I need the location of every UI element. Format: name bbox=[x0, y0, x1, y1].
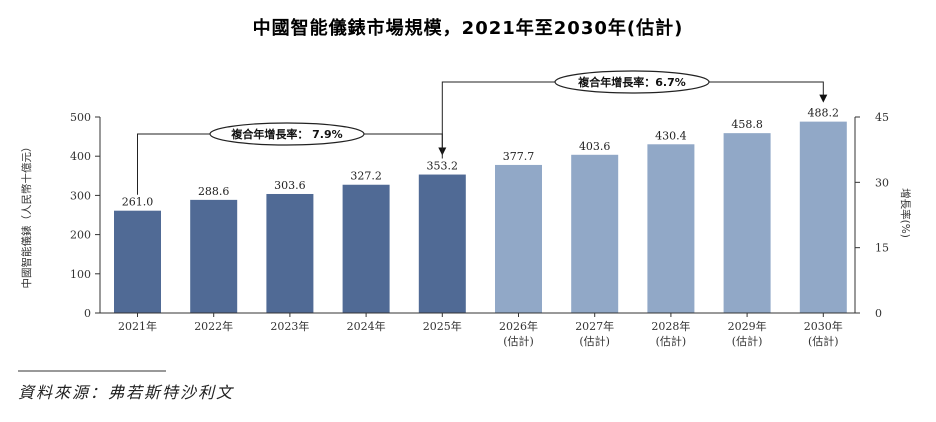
y2-tick-label: 45 bbox=[875, 111, 889, 124]
bar-value-label: 488.2 bbox=[808, 107, 840, 120]
x-tick-label: 2028年 bbox=[651, 319, 690, 333]
bar-value-label: 261.0 bbox=[122, 196, 154, 209]
y-tick-label: 100 bbox=[70, 268, 91, 281]
cagr-label: 複合年增長率： 7.9% bbox=[230, 127, 342, 141]
bar-2023年 bbox=[266, 193, 314, 313]
y-axis-left: 0 100 200 300 400 500 bbox=[70, 111, 101, 320]
x-tick-label: 2025年 bbox=[423, 319, 462, 333]
bar-series: 261.0 288.6 303.6 327.2 353.2 377.7 403.6 430.4… bbox=[114, 107, 847, 313]
x-axis: 2021年 2022年 2023年 2024年 2025年 2026年(估計)2027年(… bbox=[100, 312, 855, 348]
y-axis-title: 中國智能儀錶（人民幣十億元） bbox=[20, 142, 33, 289]
bar-2025年 bbox=[418, 174, 466, 313]
y2-tick-label: 0 bbox=[875, 307, 882, 320]
y-tick-label: 400 bbox=[70, 150, 91, 163]
bar-2026年 bbox=[495, 164, 542, 313]
bar-value-label: 403.6 bbox=[579, 140, 611, 153]
bar-value-label: 353.2 bbox=[427, 160, 459, 173]
x-tick-label: 2022年 bbox=[194, 319, 233, 333]
bar-2024年 bbox=[342, 184, 390, 313]
x-tick-sublabel: (估計) bbox=[808, 334, 839, 348]
x-tick-label: 2024年 bbox=[347, 319, 386, 333]
x-tick-sublabel: (估計) bbox=[732, 334, 763, 348]
bar-2021年 bbox=[114, 210, 161, 313]
chart-title: 中國智能儀錶市場規模，2021年至2030年(估計) bbox=[253, 17, 684, 39]
x-tick-sublabel: (估計) bbox=[656, 334, 687, 348]
cagr-annotation-2021-2025: 複合年增長率： 7.9% bbox=[137, 122, 447, 195]
y-tick-label: 200 bbox=[70, 229, 91, 242]
x-tick-label: 2030年 bbox=[804, 319, 843, 333]
y-tick-label: 300 bbox=[70, 189, 91, 202]
x-tick-label: 2021年 bbox=[118, 319, 157, 333]
bar-2029年 bbox=[723, 133, 771, 313]
x-tick-label: 2023年 bbox=[270, 319, 309, 333]
cagr-ellipse bbox=[554, 70, 710, 94]
y2-axis-title: 增長率(%) bbox=[899, 188, 912, 238]
cagr-annotation-2025-2030: 複合年增長率：6.7% bbox=[441, 70, 828, 159]
y2-tick-label: 15 bbox=[875, 242, 889, 255]
x-tick-sublabel: (估計) bbox=[579, 334, 610, 348]
y-axis-right: 0 15 30 45 bbox=[854, 111, 889, 320]
bar-value-label: 377.7 bbox=[503, 150, 535, 163]
x-tick-sublabel: (估計) bbox=[503, 334, 534, 348]
arrow-down-icon bbox=[819, 94, 828, 103]
source-note: 資料來源：弗若斯特沙利文 bbox=[18, 383, 234, 402]
x-tick-label: 2026年 bbox=[499, 319, 538, 333]
bar-value-label: 327.2 bbox=[350, 170, 382, 183]
bar-2022年 bbox=[190, 199, 238, 313]
bar-value-label: 430.4 bbox=[655, 129, 687, 142]
cagr-ellipse bbox=[209, 122, 365, 146]
bar-value-label: 458.8 bbox=[731, 118, 763, 131]
x-tick-label: 2027年 bbox=[575, 319, 614, 333]
bar-2030年 bbox=[799, 121, 847, 313]
y-tick-label: 500 bbox=[70, 111, 91, 124]
bar-2027年 bbox=[571, 154, 619, 313]
y2-tick-label: 30 bbox=[875, 176, 889, 189]
y-tick-label: 0 bbox=[84, 307, 91, 320]
x-tick-label: 2029年 bbox=[728, 319, 767, 333]
bar-value-label: 288.6 bbox=[198, 185, 230, 198]
bar-value-label: 303.6 bbox=[274, 179, 306, 192]
cagr-label: 複合年增長率：6.7% bbox=[577, 75, 686, 89]
bar-2028年 bbox=[647, 144, 695, 313]
